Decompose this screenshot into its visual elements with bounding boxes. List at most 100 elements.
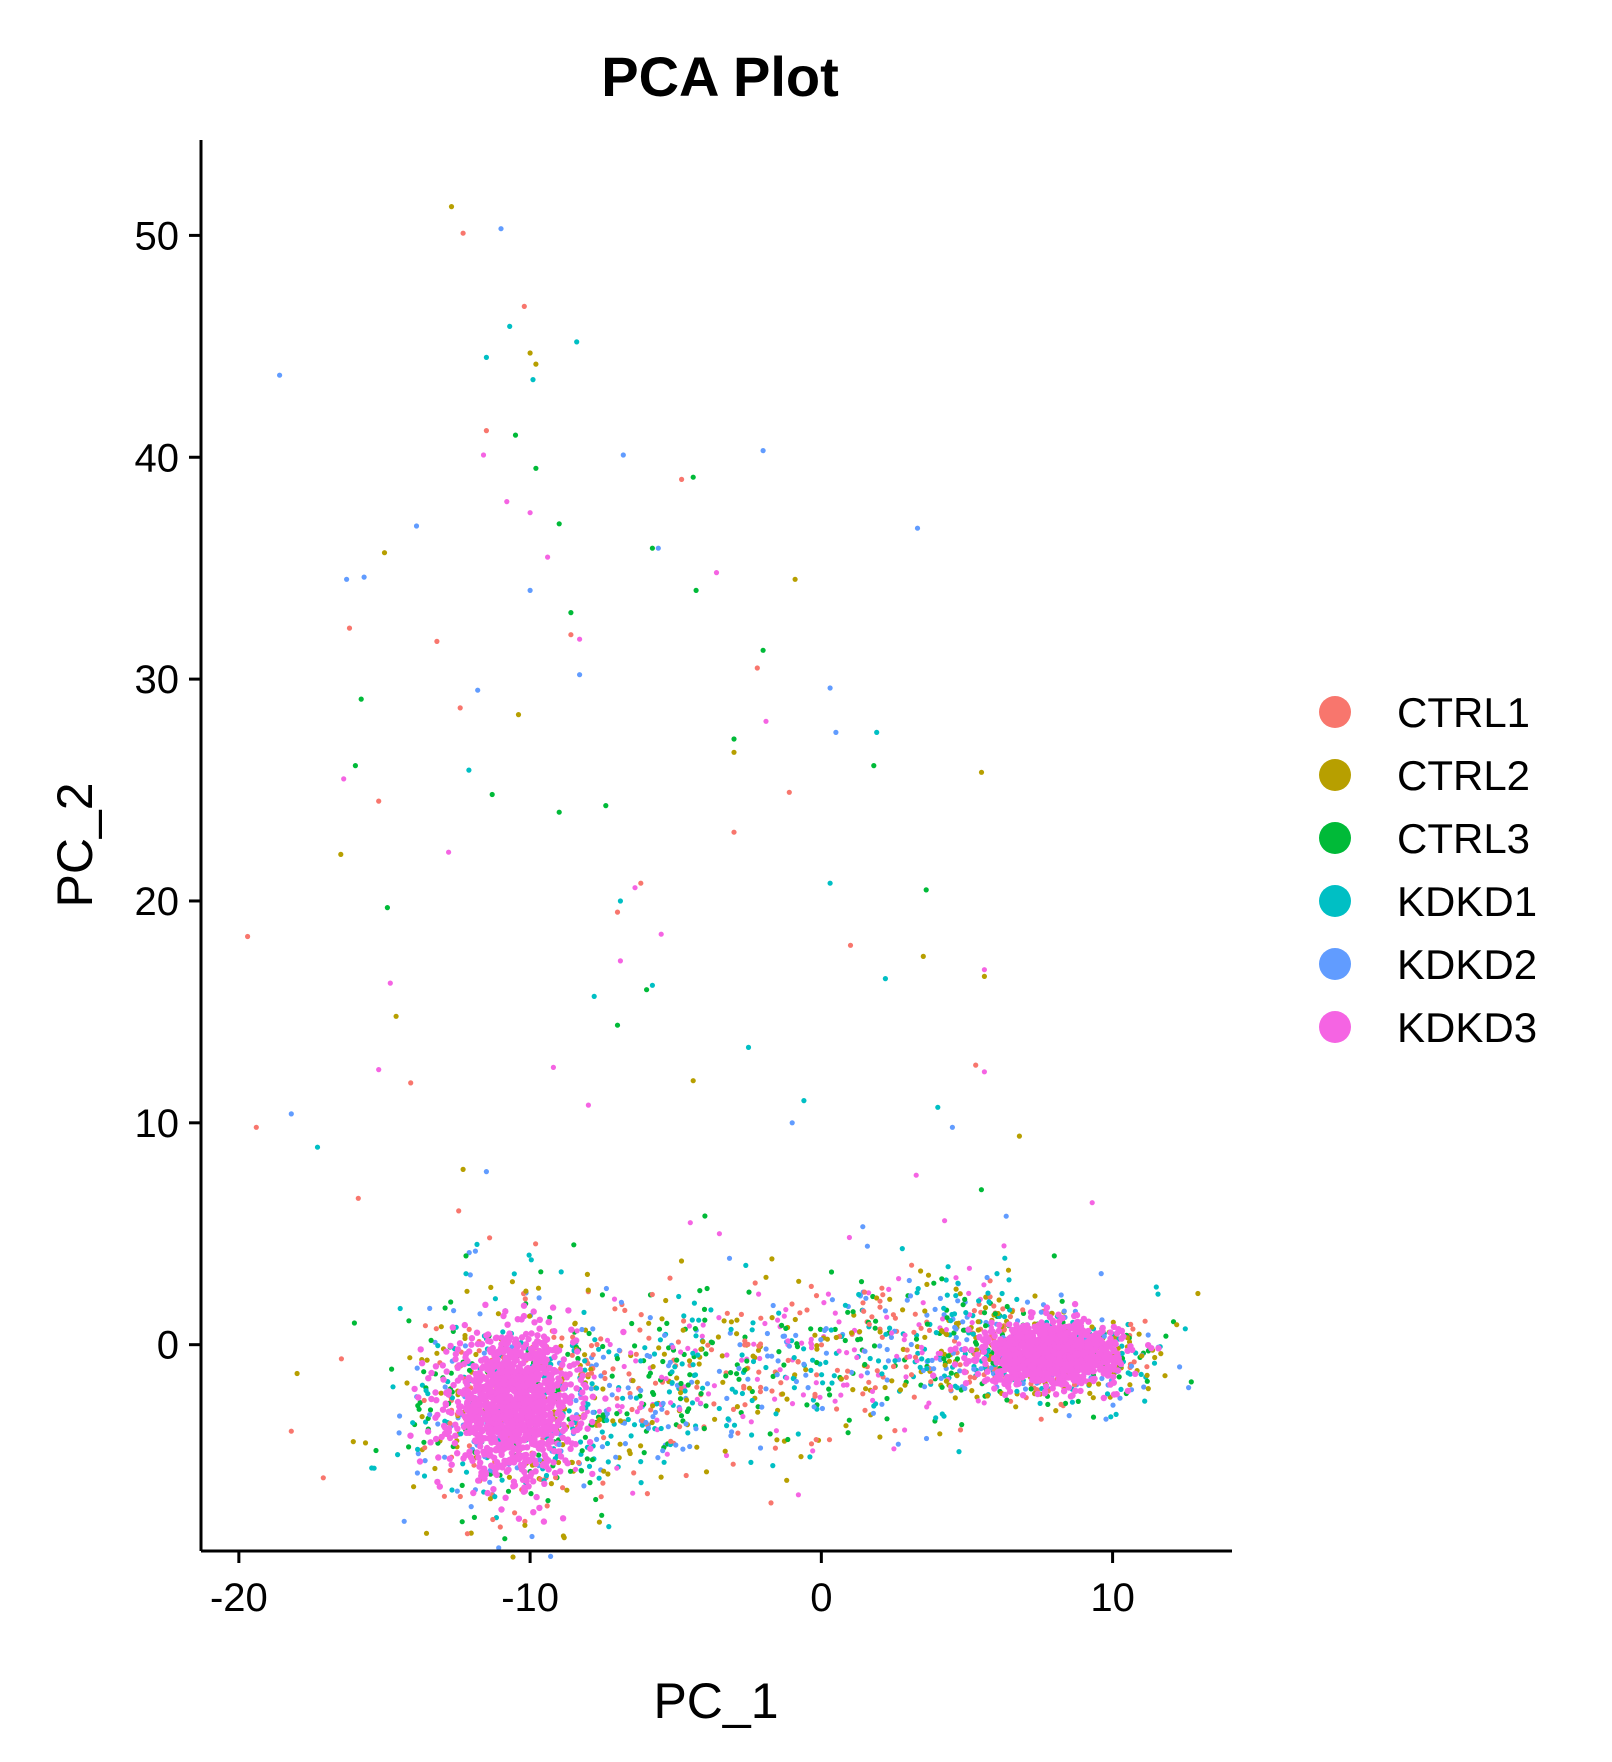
data-point: [428, 1369, 435, 1377]
data-point: [971, 1308, 978, 1314]
data-point: [436, 1483, 443, 1490]
data-point: [696, 1361, 702, 1367]
data-point: [460, 1166, 466, 1172]
data-point: [515, 712, 522, 718]
data-point: [897, 1387, 904, 1393]
data-point: [1090, 1367, 1098, 1375]
data-point: [828, 1327, 834, 1333]
data-point: [915, 1286, 921, 1292]
data-point: [434, 1478, 441, 1486]
data-point: [443, 1368, 450, 1375]
data-point: [904, 1297, 910, 1303]
data-point: [998, 1359, 1005, 1366]
data-point: [922, 1334, 928, 1340]
data-point: [763, 1274, 769, 1280]
data-point: [1110, 1323, 1118, 1331]
data-point: [1031, 1353, 1038, 1361]
data-point: [698, 1400, 704, 1406]
data-point: [721, 1318, 727, 1324]
data-point: [531, 1319, 538, 1326]
data-point: [483, 1361, 491, 1369]
data-point: [784, 1375, 790, 1381]
data-point: [612, 1306, 618, 1312]
data-point: [814, 1343, 820, 1349]
data-point: [591, 993, 597, 1000]
data-point: [499, 1477, 505, 1483]
data-point: [1013, 1381, 1020, 1388]
data-point: [944, 1315, 950, 1321]
data-point: [480, 452, 487, 458]
data-point: [515, 1450, 522, 1458]
data-point: [969, 1320, 975, 1326]
data-point: [473, 1372, 480, 1380]
data-point: [981, 967, 988, 973]
data-point: [575, 1355, 581, 1362]
data-point: [1128, 1321, 1134, 1327]
data-point: [754, 665, 760, 671]
data-point: [476, 1397, 483, 1404]
legend-swatch: [1319, 948, 1351, 980]
data-point: [944, 1331, 950, 1338]
data-point: [523, 1365, 530, 1373]
data-point: [823, 1359, 829, 1365]
data-point: [475, 1437, 482, 1444]
data-point: [530, 1450, 537, 1458]
data-point: [510, 1361, 517, 1369]
data-point: [829, 1297, 836, 1303]
data-point: [562, 1397, 569, 1405]
data-point: [724, 1352, 730, 1358]
data-point: [1029, 1347, 1037, 1355]
data-point: [992, 1311, 998, 1317]
data-point: [854, 1354, 860, 1361]
data-point: [422, 1458, 428, 1464]
data-point: [657, 1337, 664, 1343]
data-point: [1074, 1320, 1081, 1328]
data-point: [739, 1352, 745, 1358]
data-point: [568, 632, 574, 638]
data-point: [986, 1299, 992, 1305]
data-point: [288, 1428, 294, 1434]
data-point: [704, 1285, 710, 1292]
data-point: [1019, 1392, 1027, 1399]
data-point: [678, 1258, 685, 1264]
data-point: [818, 1337, 824, 1343]
data-point: [577, 1439, 584, 1445]
data-point: [687, 1443, 693, 1450]
data-point: [736, 1376, 742, 1382]
data-point: [633, 1395, 640, 1401]
data-point: [1195, 1290, 1201, 1297]
data-point: [810, 1448, 816, 1454]
data-point: [1022, 1386, 1029, 1392]
data-point: [553, 1474, 559, 1481]
data-point: [1110, 1319, 1116, 1325]
data-point: [660, 1358, 666, 1365]
data-point: [540, 1518, 548, 1525]
data-point: [869, 1388, 876, 1394]
data-point: [628, 1433, 634, 1439]
data-point: [792, 1316, 798, 1323]
data-point: [531, 1436, 538, 1444]
data-point: [967, 1374, 973, 1380]
data-point: [499, 1339, 507, 1347]
data-point: [778, 1380, 784, 1386]
data-point: [350, 1439, 356, 1445]
data-point: [410, 1420, 416, 1426]
data-point: [513, 1375, 521, 1382]
data-point: [872, 1325, 878, 1331]
data-point: [1129, 1346, 1136, 1354]
data-point: [729, 1429, 735, 1435]
data-point: [1066, 1413, 1072, 1419]
data-point: [784, 1396, 790, 1402]
data-point: [395, 1452, 401, 1458]
data-point: [646, 1320, 652, 1326]
data-point: [742, 1342, 748, 1348]
data-point: [534, 1387, 541, 1395]
data-point: [456, 1208, 462, 1214]
data-point: [407, 1355, 413, 1361]
data-point: [690, 1078, 696, 1084]
data-point: [638, 1312, 644, 1318]
data-point: [946, 1358, 953, 1364]
data-point: [498, 226, 504, 232]
data-point: [585, 1102, 592, 1108]
data-point: [506, 1330, 513, 1337]
